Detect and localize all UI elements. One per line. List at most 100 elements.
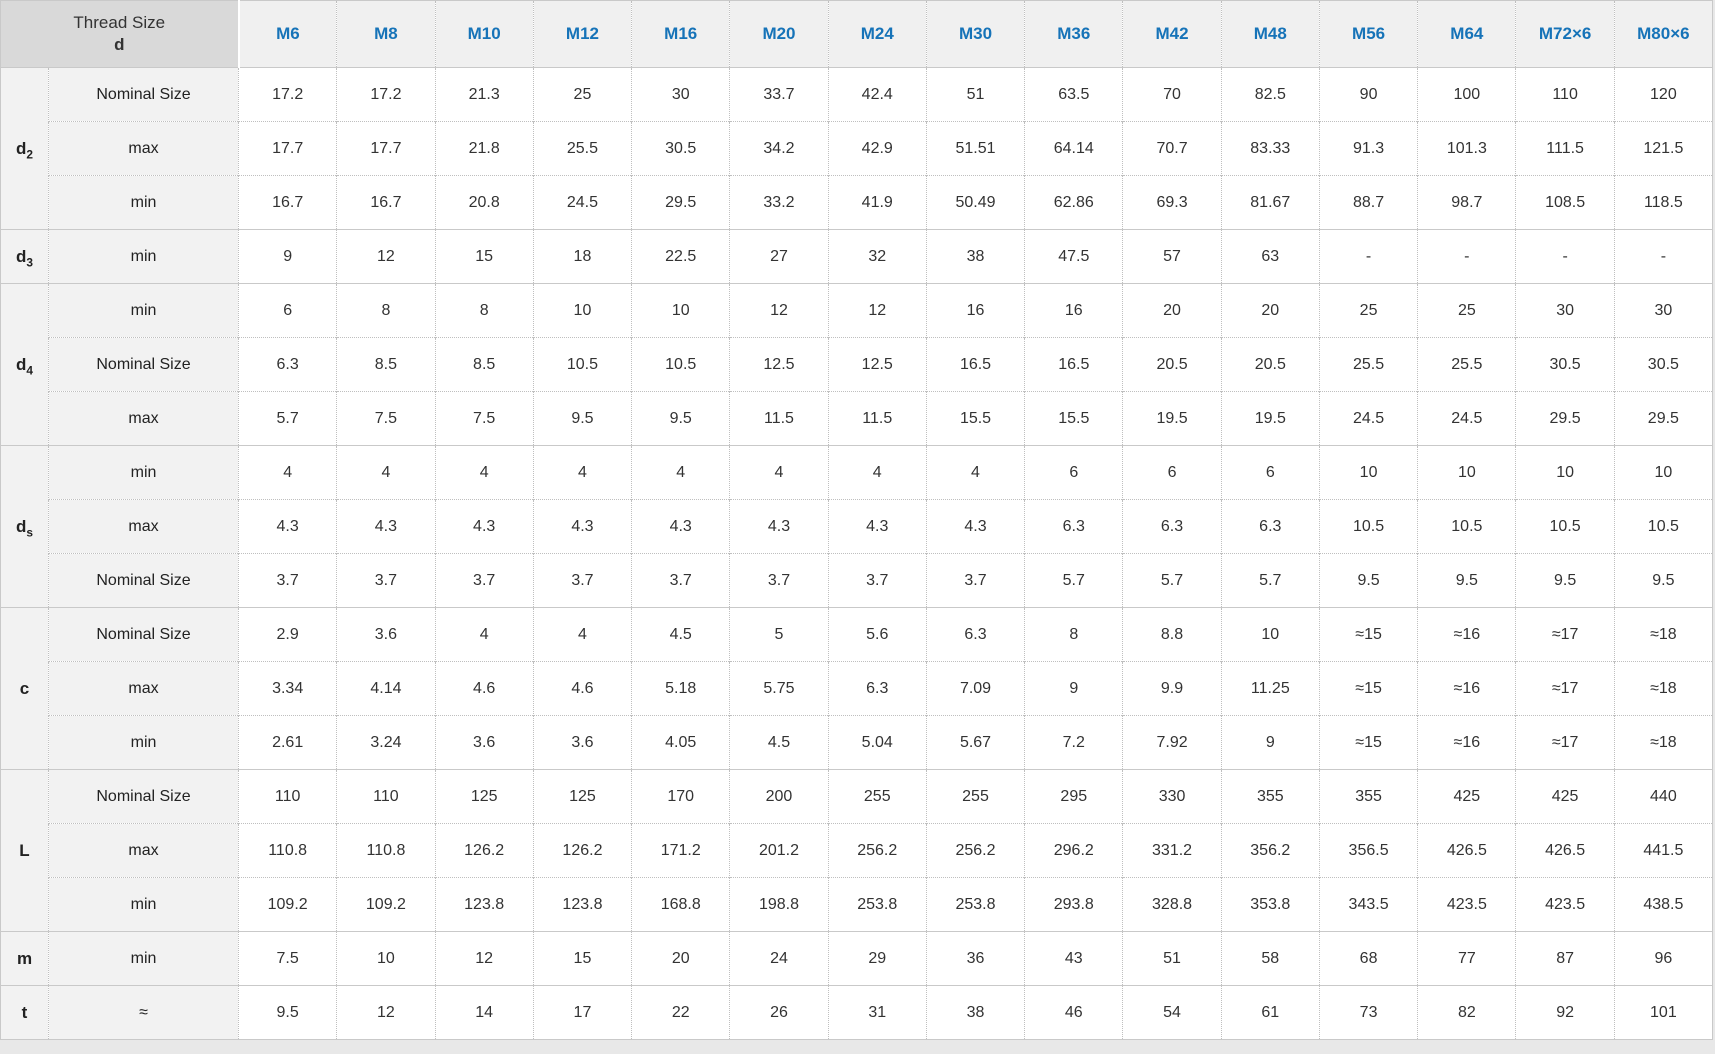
value-cell: 25 bbox=[532, 67, 632, 122]
value-cell: 110 bbox=[336, 769, 436, 824]
value-cell: 4 bbox=[238, 445, 337, 500]
value-cell: 10.5 bbox=[1613, 499, 1713, 554]
value-cell: 29.5 bbox=[631, 175, 730, 230]
value-cell: 73 bbox=[1318, 985, 1418, 1040]
value-cell: 295 bbox=[1024, 769, 1123, 824]
value-cell: 255 bbox=[827, 769, 927, 824]
row-type-label: Nominal Size bbox=[47, 337, 239, 392]
value-cell: 9.9 bbox=[1122, 661, 1222, 716]
value-cell: - bbox=[1318, 229, 1418, 284]
table-row: min 109.2 109.2 123.8 123.8 168.8 198.8 253.8 25… bbox=[1, 877, 1713, 932]
value-cell: 5.67 bbox=[925, 715, 1025, 770]
row-type-label: max bbox=[47, 121, 239, 176]
value-cell: 110.8 bbox=[238, 823, 337, 878]
group-label-base: t bbox=[21, 1002, 28, 1022]
value-cell: 253.8 bbox=[827, 877, 927, 932]
value-cell: 123.8 bbox=[532, 877, 632, 932]
row-type-label: Nominal Size bbox=[47, 607, 239, 662]
value-cell: 51.51 bbox=[925, 121, 1025, 176]
value-cell: 6 bbox=[1122, 445, 1222, 500]
table-row: t ≈9.5 12 14 17 22 26 31 38 46 54 61 73 82 92 101 bbox=[0, 985, 1713, 1040]
value-cell: 16 bbox=[925, 283, 1025, 338]
value-cell: 355 bbox=[1318, 769, 1418, 824]
value-cell: 4.5 bbox=[729, 715, 829, 770]
row-type-label: min bbox=[47, 715, 239, 770]
group-label: t bbox=[0, 985, 49, 1040]
value-cell: 43 bbox=[1024, 931, 1123, 986]
value-cell: 64.14 bbox=[1024, 121, 1123, 176]
row-type-label: min bbox=[47, 931, 239, 986]
value-cell: 24 bbox=[729, 931, 829, 986]
value-cell: 3.7 bbox=[532, 553, 632, 608]
value-cell: 255 bbox=[925, 769, 1025, 824]
value-cell: 6.3 bbox=[238, 337, 337, 392]
value-cell: 18 bbox=[532, 229, 632, 284]
value-cell: 3.7 bbox=[925, 553, 1025, 608]
table-row: d4 min 6 8 8 10 10 12 12 16 16 20 20 25 25 30 30 bbox=[0, 283, 1713, 446]
value-cell: 9 bbox=[238, 229, 337, 284]
value-cell: 4 bbox=[532, 445, 632, 500]
value-cell: 10.5 bbox=[532, 337, 632, 392]
value-cell: 9.5 bbox=[238, 985, 337, 1040]
value-cell: 7.09 bbox=[925, 661, 1025, 716]
row-type-label: Nominal Size bbox=[47, 553, 239, 608]
group-label-base: d bbox=[15, 246, 27, 266]
group-label-subscript: 3 bbox=[26, 254, 33, 269]
value-cell: 20 bbox=[1220, 283, 1320, 338]
value-cell: 24.5 bbox=[532, 175, 632, 230]
value-cell: 25.5 bbox=[532, 121, 632, 176]
value-cell: 62.86 bbox=[1024, 175, 1123, 230]
value-cell: 51 bbox=[925, 67, 1025, 122]
value-cell: 5.6 bbox=[827, 607, 927, 662]
row-type-label: max bbox=[47, 823, 239, 878]
value-cell: 170 bbox=[631, 769, 730, 824]
value-cell: 8 bbox=[1024, 607, 1123, 662]
table-row: c Nominal Size 2.9 3.6 4 4 4.5 5 5.6 6.3 8 8.8 10 ≈15… bbox=[0, 607, 1713, 770]
value-cell: 9.5 bbox=[1318, 553, 1418, 608]
group-label: L bbox=[0, 769, 49, 932]
value-cell: 6.3 bbox=[925, 607, 1025, 662]
value-cell: ≈15 bbox=[1318, 607, 1418, 662]
value-cell: 17.7 bbox=[238, 121, 337, 176]
group-label-subscript: 2 bbox=[26, 146, 33, 161]
value-cell: 10 bbox=[1417, 445, 1516, 500]
value-cell: 19.5 bbox=[1122, 391, 1222, 446]
value-cell: 441.5 bbox=[1613, 823, 1713, 878]
value-cell: 30 bbox=[1515, 283, 1615, 338]
value-cell: 96 bbox=[1613, 931, 1713, 986]
table-row: Nominal Size 6.3 8.5 8.5 10.5 10.5 12.5 12.5 16.… bbox=[1, 337, 1713, 392]
value-cell: 68 bbox=[1318, 931, 1418, 986]
value-cell: 3.6 bbox=[336, 607, 436, 662]
value-cell: 25 bbox=[1318, 283, 1418, 338]
value-cell: 4.3 bbox=[925, 499, 1025, 554]
value-cell: 4 bbox=[336, 445, 436, 500]
header-row: Thread Size d M6 M8 M10 M12 M16 M20 M24 M30 M36 M… bbox=[0, 0, 1713, 68]
value-cell: 58 bbox=[1220, 931, 1320, 986]
value-cell: 3.34 bbox=[238, 661, 337, 716]
value-cell: 87 bbox=[1515, 931, 1615, 986]
corner-symbol: d bbox=[114, 35, 125, 54]
value-cell: 20.5 bbox=[1220, 337, 1320, 392]
table-row: m min 7.5 10 12 15 20 24 29 36 43 51 58 68 77 87 96 bbox=[0, 931, 1713, 986]
value-cell: 118.5 bbox=[1613, 175, 1713, 230]
value-cell: 25.5 bbox=[1417, 337, 1516, 392]
value-cell: 16 bbox=[1024, 283, 1123, 338]
value-cell: ≈16 bbox=[1417, 661, 1516, 716]
value-cell: 51 bbox=[1122, 931, 1222, 986]
value-cell: 6.3 bbox=[1220, 499, 1320, 554]
table-row: max 3.34 4.14 4.6 4.6 5.18 5.75 6.3 7.09 9 9.9 11.2… bbox=[1, 661, 1713, 716]
row-type-label: min bbox=[47, 229, 239, 284]
value-cell: 90 bbox=[1318, 67, 1418, 122]
value-cell: 5.7 bbox=[1220, 553, 1320, 608]
group-label: d3 bbox=[0, 229, 49, 284]
value-cell: 29.5 bbox=[1515, 391, 1615, 446]
table-row: min 16.7 16.7 20.8 24.5 29.5 33.2 41.9 50.49 62.8… bbox=[1, 175, 1713, 230]
value-cell: 34.2 bbox=[729, 121, 829, 176]
value-cell: 32 bbox=[827, 229, 927, 284]
value-cell: ≈17 bbox=[1515, 661, 1615, 716]
value-cell: 110.8 bbox=[336, 823, 436, 878]
value-cell: 10 bbox=[631, 283, 730, 338]
value-cell: 83.33 bbox=[1220, 121, 1320, 176]
value-cell: ≈16 bbox=[1417, 715, 1516, 770]
